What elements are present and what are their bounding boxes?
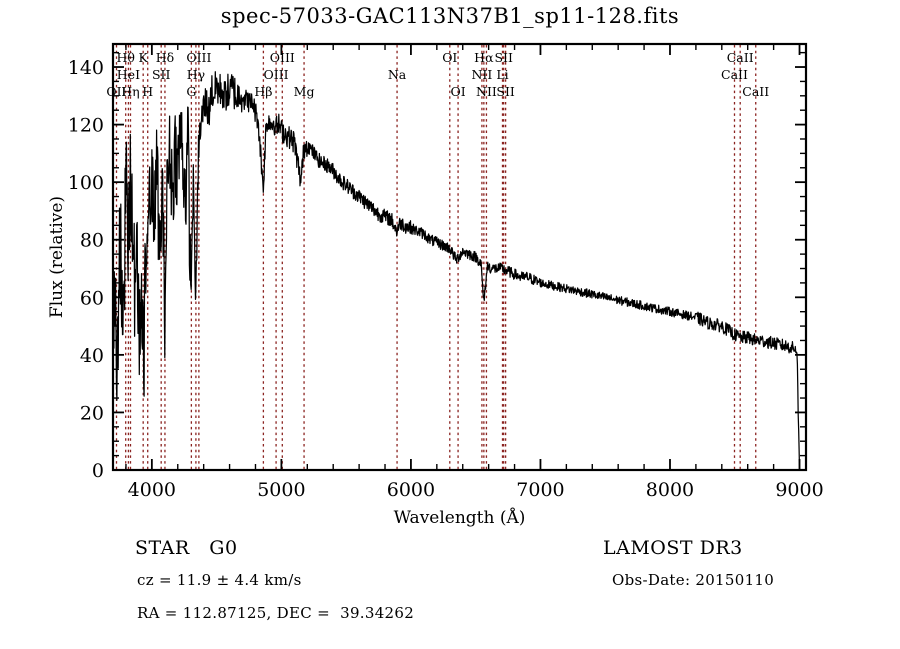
axis-titles: Wavelength (Å) Flux (relative)	[47, 196, 525, 528]
y-tick-label: 20	[80, 402, 104, 424]
spectral-line-label: SII	[494, 50, 513, 65]
spectral-line-label: OI	[450, 84, 465, 99]
spectral-line-label: K	[139, 50, 149, 65]
plot-frame	[111, 42, 808, 472]
spectral-line-label: Mg	[294, 84, 315, 99]
coordinates: RA = 112.87125, DEC = 39.34262	[137, 604, 415, 622]
y-axis-title: Flux (relative)	[47, 196, 67, 318]
spectral-line-label: Li	[496, 67, 508, 82]
spectral-line-label: G	[186, 84, 196, 99]
y-tick-label: 40	[80, 345, 104, 367]
spectral-line-label: CaII	[742, 84, 769, 99]
spectral-line-label: SII	[152, 67, 171, 82]
y-tick-label: 60	[80, 287, 104, 309]
spectral-line-label: Hδ	[156, 50, 174, 65]
x-tick-label: 6000	[387, 479, 435, 501]
obs-date: Obs-Date: 20150110	[612, 571, 775, 589]
y-tick-label: 140	[68, 57, 104, 79]
spectral-line-label: SII	[496, 84, 515, 99]
spectral-line-label: OIII	[186, 50, 211, 65]
spectral-line-markers	[115, 45, 757, 469]
spectral-line-label: HeI	[117, 67, 140, 82]
spectral-line-label: Hα	[474, 50, 494, 65]
object-class: STAR G0	[135, 537, 238, 559]
axis-ticks	[113, 44, 806, 471]
spectral-line-label: CaII	[727, 50, 754, 65]
spectral-line-label: NII	[471, 67, 492, 82]
spectral-line-label: OII	[106, 84, 126, 99]
x-axis-title: Wavelength (Å)	[394, 507, 526, 528]
redshift-velocity: cz = 11.9 ± 4.4 km/s	[137, 571, 302, 589]
spectral-line-label: OIII	[270, 50, 295, 65]
spectrum-trace	[112, 71, 801, 471]
y-tick-label: 0	[92, 460, 104, 482]
spectral-line-label: OI	[442, 50, 457, 65]
spectral-line-label: Na	[388, 67, 407, 82]
y-tick-label: 100	[68, 172, 104, 194]
axis-tick-labels: 4000 5000 6000 7000 8000 9000 0 20 40 60 80 100 120 1…	[68, 57, 824, 501]
x-tick-label: 5000	[257, 479, 305, 501]
x-tick-label: 4000	[128, 479, 176, 501]
spectral-line-label: H	[142, 84, 153, 99]
x-tick-label: 8000	[646, 479, 694, 501]
spectral-line-label: Hθ	[116, 50, 134, 65]
spectral-line-label: Hγ	[187, 67, 205, 82]
x-tick-label: 7000	[516, 479, 564, 501]
y-tick-label: 80	[80, 230, 104, 252]
spectral-line-labels: OII Hθ HeI Hη K H Hδ SII Hγ G OIII Hβ OIII OIII Mg Na OI…	[106, 50, 769, 99]
spectral-line-label: Hη	[121, 84, 139, 99]
spectral-line-label: Hβ	[254, 84, 272, 99]
survey-name: LAMOST DR3	[603, 537, 743, 559]
y-tick-label: 120	[68, 115, 104, 137]
spectral-line-label: CaII	[721, 67, 748, 82]
page-title: spec-57033-GAC113N37B1_sp11-128.fits	[220, 4, 680, 28]
spectral-line-label: OIII	[264, 67, 289, 82]
x-tick-label: 9000	[775, 479, 823, 501]
spectral-line-label: NII	[476, 84, 497, 99]
